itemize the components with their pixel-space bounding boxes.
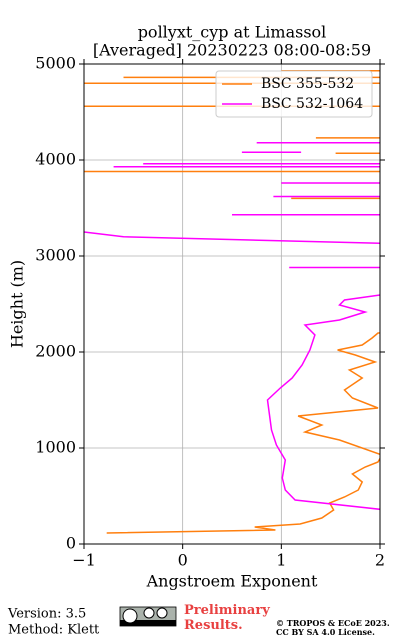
x-tick-label: −1 <box>72 551 96 570</box>
y-tick-label: 2000 <box>35 342 76 361</box>
license: CC BY SA 4.0 License. <box>276 627 375 637</box>
data-line <box>84 141 380 511</box>
legend-label: BSC 532-1064 <box>261 96 363 112</box>
y-tick-label: 5000 <box>35 54 76 73</box>
chart-subtitle: [Averaged] 20230223 08:00-08:59 <box>93 41 371 60</box>
legend-label: BSC 355-532 <box>261 76 354 92</box>
y-tick-label: 1000 <box>35 438 76 457</box>
status: Preliminary Results. <box>184 603 274 633</box>
y-tick-label: 4000 <box>35 150 76 169</box>
y-axis-label: Height (m) <box>8 260 27 348</box>
x-axis-label: Angstroem Exponent <box>146 572 318 591</box>
y-tick-label: 0 <box>66 534 76 553</box>
chart-title: pollyxt_cyp at Limassol <box>138 23 327 42</box>
legend-box <box>215 70 373 118</box>
cc-badge <box>119 606 177 627</box>
plot-frame <box>83 63 381 545</box>
data-line <box>84 69 380 534</box>
copyright: © TROPOS & ECoE 2023. <box>276 618 390 628</box>
method: Method: Klett <box>8 623 100 638</box>
x-tick-label: 1 <box>276 551 286 570</box>
y-tick-label: 3000 <box>35 246 76 265</box>
x-tick-label: 0 <box>178 551 188 570</box>
x-tick-label: 2 <box>375 551 385 570</box>
version: Version: 3.5 <box>7 607 86 622</box>
